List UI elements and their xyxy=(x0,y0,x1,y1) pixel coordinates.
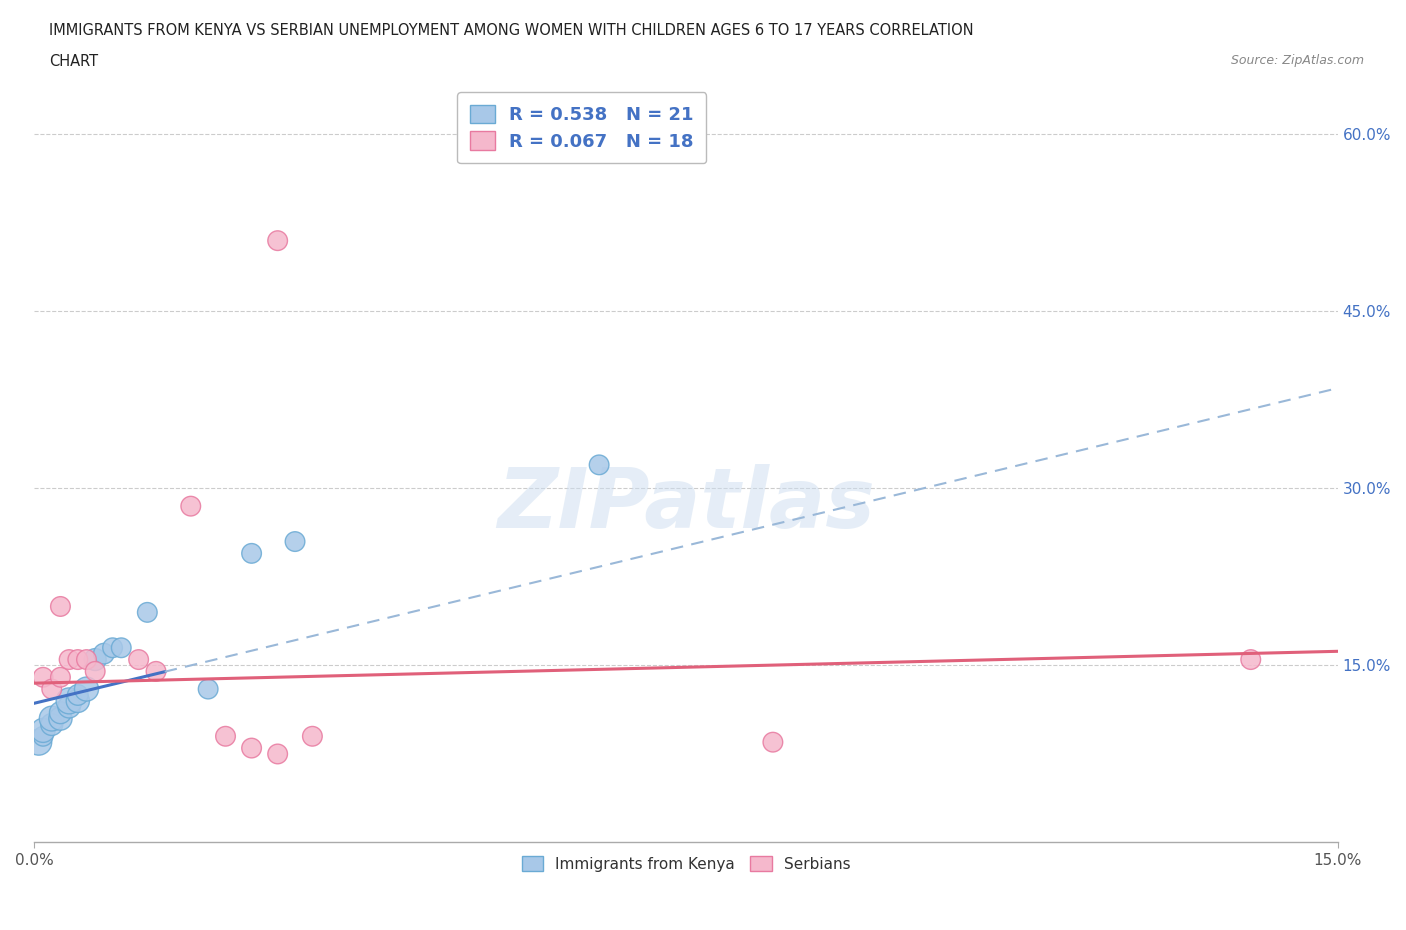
Point xyxy=(66,687,89,702)
Point xyxy=(180,498,202,513)
Point xyxy=(197,682,219,697)
Point xyxy=(32,729,55,744)
Point xyxy=(76,652,98,667)
Point xyxy=(84,664,107,679)
Point xyxy=(41,682,63,697)
Point xyxy=(66,694,89,709)
Legend: Immigrants from Kenya, Serbians: Immigrants from Kenya, Serbians xyxy=(512,847,859,881)
Point xyxy=(240,546,263,561)
Point xyxy=(301,729,323,744)
Text: ZIPatlas: ZIPatlas xyxy=(498,464,875,546)
Point xyxy=(28,735,51,750)
Text: IMMIGRANTS FROM KENYA VS SERBIAN UNEMPLOYMENT AMONG WOMEN WITH CHILDREN AGES 6 T: IMMIGRANTS FROM KENYA VS SERBIAN UNEMPLO… xyxy=(49,23,974,38)
Point xyxy=(1240,652,1263,667)
Point xyxy=(214,729,236,744)
Point xyxy=(110,641,132,656)
Point xyxy=(101,641,124,656)
Point xyxy=(41,717,63,732)
Point xyxy=(93,646,115,661)
Point xyxy=(240,740,263,755)
Point xyxy=(128,652,150,667)
Point xyxy=(49,599,72,614)
Point xyxy=(284,534,307,549)
Point xyxy=(32,723,55,737)
Point xyxy=(66,652,89,667)
Point xyxy=(84,652,107,667)
Text: Source: ZipAtlas.com: Source: ZipAtlas.com xyxy=(1230,54,1364,67)
Point xyxy=(145,664,167,679)
Point xyxy=(58,694,80,709)
Point xyxy=(266,233,288,248)
Point xyxy=(762,735,785,750)
Point xyxy=(76,682,98,697)
Point xyxy=(266,747,288,762)
Point xyxy=(49,705,72,720)
Point xyxy=(49,711,72,726)
Point xyxy=(41,711,63,726)
Point xyxy=(49,670,72,684)
Point xyxy=(58,699,80,714)
Point xyxy=(588,458,610,472)
Point xyxy=(136,604,159,619)
Point xyxy=(32,670,55,684)
Text: CHART: CHART xyxy=(49,54,98,69)
Point xyxy=(58,652,80,667)
